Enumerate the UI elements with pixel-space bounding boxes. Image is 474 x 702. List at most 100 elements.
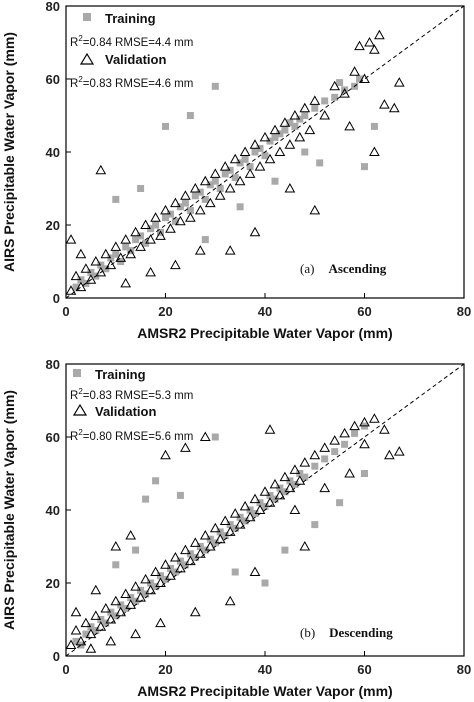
panel-a-validation-point-18 bbox=[155, 230, 166, 240]
panel-a-validation-point-25 bbox=[189, 182, 201, 193]
panel-a-validation-point-7 bbox=[100, 248, 112, 259]
panel-a-training-point-52 bbox=[361, 163, 368, 171]
panel-b-legend-training-stats: R2=0.83 RMSE=5.3 mm bbox=[70, 387, 193, 402]
panel-a-validation-point-9 bbox=[110, 241, 122, 251]
panel-b-validation-point-39 bbox=[259, 486, 271, 496]
panel-b-validation-point-57 bbox=[393, 446, 405, 456]
panel-a-validation-point-33 bbox=[229, 153, 241, 164]
panel-b-validation-point-18 bbox=[155, 577, 166, 587]
panel-b-validation-point-47 bbox=[299, 457, 311, 467]
panel-a-validation-point-60 bbox=[388, 102, 400, 113]
panel-b-training-point-2 bbox=[82, 630, 90, 638]
panel-a-validation-point-56 bbox=[369, 44, 380, 54]
panel-a-validation-point-67 bbox=[224, 245, 236, 255]
panel-a-training-point-20 bbox=[171, 217, 179, 225]
panel-a-legend-training-label: Training bbox=[105, 11, 156, 26]
panel-b-y-tick-label-40: 40 bbox=[46, 503, 60, 518]
panel-b-y-tick-label-20: 20 bbox=[46, 576, 60, 591]
panel-a-validation-point-16 bbox=[145, 234, 156, 244]
panel-b-validation-point-31 bbox=[219, 515, 231, 525]
panel-b-validation-point-29 bbox=[209, 522, 221, 533]
panel-a-legend-validation-label: Validation bbox=[105, 52, 166, 67]
panel-a-validation-point-22 bbox=[175, 215, 186, 226]
panel-b-x-tick-label-20: 20 bbox=[158, 662, 172, 677]
panel-b-reference-line bbox=[65, 363, 465, 657]
panel-a-validation-point-73 bbox=[75, 248, 87, 259]
panel-a-validation-point-19 bbox=[160, 204, 171, 215]
panel-a-training-point-16 bbox=[152, 221, 160, 229]
panel-b-validation-point-2 bbox=[75, 635, 87, 646]
panel-b-caption: (b) Descending bbox=[300, 625, 393, 640]
panel-a-validation-point-41 bbox=[269, 124, 281, 135]
panel-a-training-point-44 bbox=[291, 122, 299, 130]
panel-a-training-point-36 bbox=[251, 148, 259, 156]
panel-b-legend-validation-marker bbox=[72, 403, 88, 416]
panel-a-training-point-58 bbox=[162, 122, 169, 130]
panel-b-training-point-48 bbox=[321, 455, 329, 463]
panel-b-validation-point-19 bbox=[160, 559, 171, 569]
panel-b-training-point-62 bbox=[211, 433, 219, 441]
panel-a-reference-line bbox=[65, 5, 465, 299]
panel-b-validation-point-59 bbox=[319, 482, 331, 493]
panel-a-validation-point-12 bbox=[125, 248, 137, 259]
panel-a-validation-point-49 bbox=[309, 95, 321, 105]
panel-a-validation-point-72 bbox=[95, 164, 107, 175]
panel-a-validation-point-40 bbox=[264, 153, 276, 164]
panel-b-validation-point-36 bbox=[244, 511, 256, 522]
panel-b-training-point-59 bbox=[311, 521, 319, 529]
panel-b-legend: Training R2=0.83 RMSE=5.3 mm Validation … bbox=[70, 367, 193, 443]
panel-b-validation-point-44 bbox=[284, 482, 296, 493]
panel-a-validation-point-50 bbox=[319, 109, 331, 120]
panel-b-validation-point-11 bbox=[120, 588, 132, 598]
panel-a-axes: 0 20 40 60 80 0 20 40 60 80 bbox=[46, 0, 472, 319]
panel-a-validation-point-11 bbox=[120, 234, 132, 244]
panel-a-y-axis-title: AIRS Precipitable Water Vapor (mm) bbox=[1, 32, 17, 272]
panel-a-validation-point-45 bbox=[289, 109, 301, 120]
panel-b-validation-point-42 bbox=[274, 489, 286, 500]
panel-a-legend-training-marker bbox=[83, 13, 91, 21]
panel-a-y-tick-label-60: 60 bbox=[46, 72, 60, 87]
panel-a-validation-point-10 bbox=[115, 252, 127, 262]
panel-a-training-point-22 bbox=[181, 199, 189, 207]
panel-a-validation-point-26 bbox=[194, 204, 206, 215]
panel-b-validation-point-74 bbox=[110, 540, 122, 551]
panel-a-training-point-54 bbox=[370, 122, 378, 130]
panel-b-validation-point-60 bbox=[359, 438, 370, 449]
panel-a-validation-point-65 bbox=[284, 182, 296, 193]
panel-b-validation-point-66 bbox=[249, 566, 261, 576]
panel-a-training-point-18 bbox=[162, 214, 169, 222]
panel-a-training-point-12 bbox=[132, 236, 140, 244]
panel-b-validation-point-28 bbox=[204, 540, 216, 551]
panel-a-validation-point-36 bbox=[244, 168, 256, 178]
panel-b-validation-point-76 bbox=[90, 584, 102, 595]
panel-a-training-point-63 bbox=[271, 177, 279, 185]
panel-b-x-tick-label-40: 40 bbox=[258, 662, 272, 677]
panel-b-validation-point-49 bbox=[319, 442, 331, 452]
panel-b-validation-point-51 bbox=[339, 427, 350, 438]
panel-b-validation-point-52 bbox=[349, 420, 360, 431]
panel-a-validation-point-70 bbox=[145, 266, 156, 277]
panel-b-validation-point-21 bbox=[170, 551, 181, 562]
panel-b-y-tick-label-60: 60 bbox=[46, 430, 60, 445]
panel-a-legend-validation-marker bbox=[79, 52, 95, 65]
panel-a-validation-point-68 bbox=[194, 245, 206, 255]
panel-a-training-point-57 bbox=[186, 112, 194, 119]
panel-b-validation-point-41 bbox=[269, 478, 281, 489]
panel-b-y-tick-label-80: 80 bbox=[46, 357, 60, 372]
panel-b-training-point-60 bbox=[336, 499, 344, 507]
panel-b-x-axis-title: AMSR2 Precipitable Water Vapor (mm) bbox=[137, 683, 392, 699]
panel-a-validation-point-32 bbox=[224, 182, 236, 193]
panel-a-validation-point-21 bbox=[170, 197, 181, 208]
panel-b-validation-point-35 bbox=[239, 500, 251, 511]
panel-a-validation-point-6 bbox=[95, 266, 107, 277]
panel-a-training-point-35 bbox=[246, 163, 254, 171]
panel-b-legend-validation-stats: R2=0.80 RMSE=5.6 mm bbox=[70, 428, 193, 443]
panel-a-validation-point-57 bbox=[374, 29, 385, 40]
panel-a-validation-point-13 bbox=[130, 226, 141, 237]
panel-a-training-point-32 bbox=[231, 174, 239, 182]
panel-a-caption: (a) Ascending bbox=[300, 261, 387, 276]
panel-b-training-point-50 bbox=[341, 440, 349, 448]
panel-a-training-point-38 bbox=[261, 152, 269, 160]
panel-a-validation-point-47 bbox=[299, 102, 311, 113]
panel-b-training-point-55 bbox=[176, 491, 184, 499]
